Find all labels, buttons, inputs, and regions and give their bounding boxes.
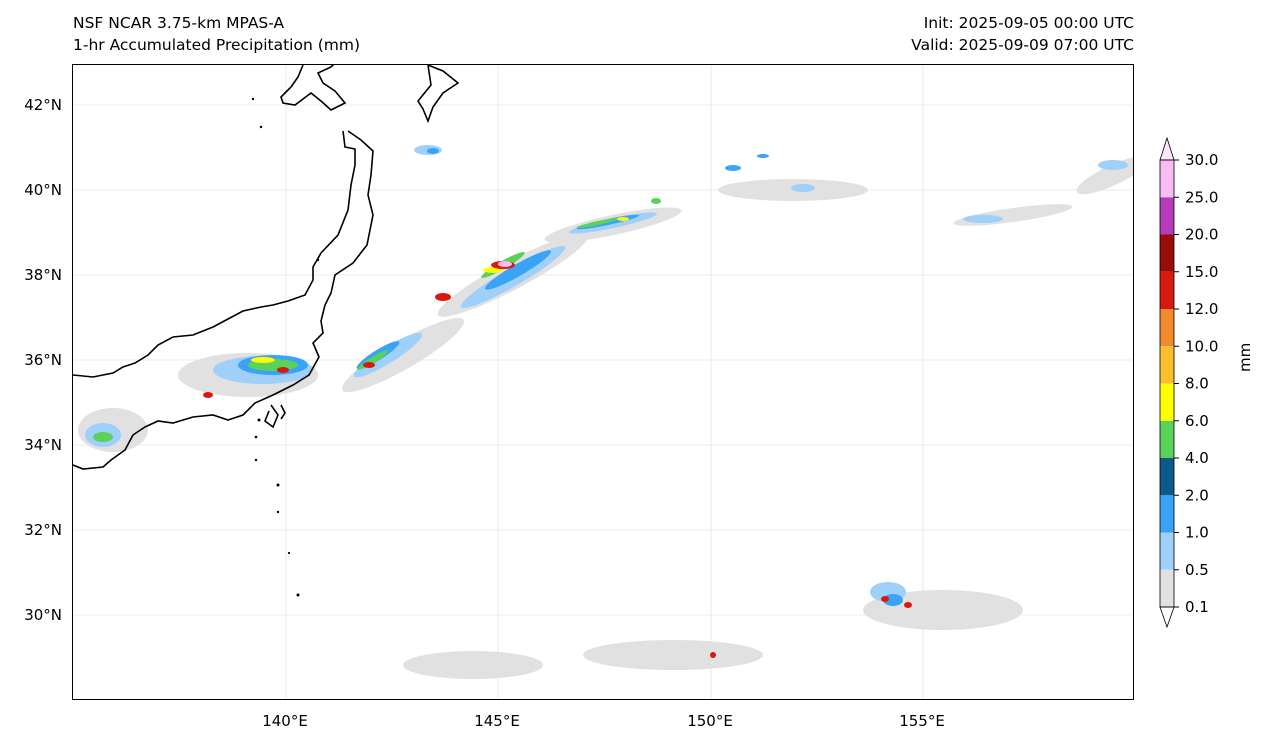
model-title: NSF NCAR 3.75-km MPAS-A xyxy=(73,14,285,32)
rain-cell xyxy=(277,367,289,373)
rain-cell xyxy=(651,198,661,204)
colorbar-tick-label: 25.0 xyxy=(1185,188,1218,206)
colorbar-tick-label: 0.5 xyxy=(1185,561,1209,579)
rain-cell xyxy=(617,217,629,221)
lat-label: 32°N xyxy=(24,521,62,539)
rain-cell xyxy=(1098,160,1128,170)
small-islands xyxy=(251,97,320,597)
rain-cell xyxy=(1076,155,1133,195)
colorbar-tick-label: 15.0 xyxy=(1185,263,1218,281)
colorbar-swatch xyxy=(1160,197,1174,235)
colorbar-tick-label: 1.0 xyxy=(1185,524,1209,542)
rain-cell xyxy=(583,640,763,670)
field-title: 1-hr Accumulated Precipitation (mm) xyxy=(73,36,360,54)
colorbar-ticks: 0.1 0.5 1.0 2.0 4.0 6.0 8.0 10.0 12.0 15.0 20.0 25.… xyxy=(1174,151,1218,616)
colorbar-swatch xyxy=(1160,234,1174,272)
rain-cell xyxy=(710,652,716,658)
lat-label: 42°N xyxy=(24,96,62,114)
colorbar-tick-label: 4.0 xyxy=(1185,449,1209,467)
colorbar-tick-label: 8.0 xyxy=(1185,375,1209,393)
rain-cell xyxy=(427,148,439,154)
rain-cell xyxy=(725,165,741,171)
colorbar-tick-label: 12.0 xyxy=(1185,300,1218,318)
rain-cell xyxy=(203,392,213,398)
time-block: Init: 2025-09-05 00:00 UTC Valid: 2025-0… xyxy=(911,12,1134,56)
hokkaido-coastline xyxy=(280,65,347,111)
map-canvas xyxy=(73,65,1133,699)
colorbar-tick-label: 30.0 xyxy=(1185,151,1218,169)
valid-time: Valid: 2025-09-09 07:00 UTC xyxy=(911,36,1134,54)
colorbar-swatch xyxy=(1160,569,1174,607)
lat-label: 38°N xyxy=(24,266,62,284)
colorbar-extend-low xyxy=(1159,606,1175,629)
colorbar-swatch xyxy=(1160,346,1174,384)
rain-cell xyxy=(757,154,769,158)
lon-label: 140°E xyxy=(262,712,308,730)
colorbar-swatch xyxy=(1160,271,1174,309)
colorbar-swatch xyxy=(1160,160,1174,198)
rain-cell xyxy=(341,317,465,393)
rain-cell xyxy=(953,204,1073,226)
rain-cell xyxy=(791,184,815,192)
colorbar-swatch xyxy=(1160,383,1174,421)
izu-island xyxy=(280,404,286,420)
lat-label: 30°N xyxy=(24,606,62,624)
colorbar-swatch xyxy=(1160,309,1174,347)
rain-cell xyxy=(403,651,543,679)
rain-cell xyxy=(498,261,512,267)
colorbar-swatch xyxy=(1160,458,1174,496)
hokkaido-south-coastline xyxy=(417,65,460,124)
colorbar-extend-high xyxy=(1159,136,1175,161)
honshu-east-coastline xyxy=(73,130,374,470)
rain-cell xyxy=(484,250,552,290)
lat-label: 36°N xyxy=(24,351,62,369)
lat-label: 40°N xyxy=(24,181,62,199)
rain-cell xyxy=(93,432,113,442)
honshu-coastline xyxy=(73,130,356,378)
colorbar: 0.1 0.5 1.0 2.0 4.0 6.0 8.0 10.0 12.0 15.0 20.0 25.… xyxy=(1159,136,1218,629)
lon-label: 155°E xyxy=(899,712,945,730)
colorbar-swatches xyxy=(1159,136,1175,629)
rain-cell xyxy=(363,362,375,368)
colorbar-swatch xyxy=(1160,532,1174,570)
rain-cell xyxy=(251,357,275,363)
lon-label: 145°E xyxy=(474,712,520,730)
colorbar-tick-label: 20.0 xyxy=(1185,226,1218,244)
precipitation-field xyxy=(78,145,1133,679)
lat-label: 34°N xyxy=(24,436,62,454)
title-block: NSF NCAR 3.75-km MPAS-A 1-hr Accumulated… xyxy=(73,12,360,56)
rain-cell xyxy=(904,602,912,608)
map-panel xyxy=(72,64,1134,700)
rain-cell xyxy=(435,293,451,301)
boso-coastline xyxy=(264,404,279,429)
lon-label: 150°E xyxy=(687,712,733,730)
rain-cell xyxy=(883,594,903,606)
rain-cell xyxy=(576,218,620,228)
init-time: Init: 2025-09-05 00:00 UTC xyxy=(923,14,1134,32)
rain-cell xyxy=(963,215,1003,223)
colorbar-tick-label: 2.0 xyxy=(1185,486,1209,504)
colorbar-swatch xyxy=(1160,420,1174,458)
colorbar-tick-label: 0.1 xyxy=(1185,598,1209,616)
coastline xyxy=(73,65,460,470)
colorbar-title: mm xyxy=(1236,342,1254,372)
colorbar-tick-label: 10.0 xyxy=(1185,337,1218,355)
colorbar-swatch xyxy=(1160,495,1174,533)
rain-cell xyxy=(881,596,889,602)
colorbar-tick-label: 6.0 xyxy=(1185,412,1209,430)
